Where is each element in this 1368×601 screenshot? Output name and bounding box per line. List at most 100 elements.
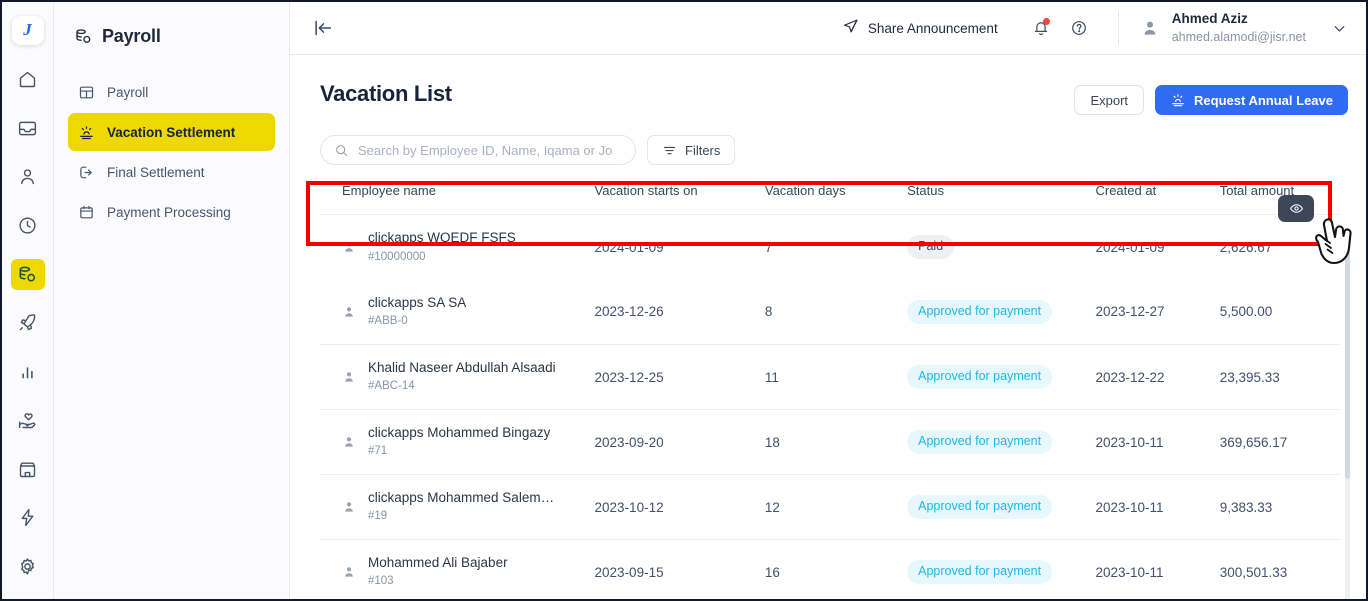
request-annual-leave-button[interactable]: Request Annual Leave xyxy=(1155,85,1348,115)
table-row[interactable]: Mohammed Ali Bajaber #103 2023-09-15 16 … xyxy=(320,539,1340,599)
created-at: 2023-10-11 xyxy=(1095,539,1220,599)
sidebar-item-vacation-settlement[interactable]: Vacation Settlement xyxy=(68,113,275,151)
person-icon[interactable] xyxy=(11,161,45,192)
column-vacation-days[interactable]: Vacation days xyxy=(764,183,908,215)
total-amount: 300,501.33 xyxy=(1219,539,1340,599)
avatar-icon xyxy=(342,240,356,254)
gear-icon[interactable] xyxy=(11,551,45,582)
employee-id: #19 xyxy=(368,510,388,523)
employee-cell: clickapps WQEDF FSFS #10000000 xyxy=(342,229,595,265)
user-email: ahmed.alamodi@jisr.net xyxy=(1171,29,1306,44)
table-header-row: Employee name Vacation starts on Vacatio… xyxy=(320,183,1340,215)
avatar-icon xyxy=(342,500,356,514)
vacation-days: 7 xyxy=(764,239,773,255)
coins-icon xyxy=(74,27,93,46)
collapse-sidebar-icon[interactable] xyxy=(312,17,334,39)
store-icon[interactable] xyxy=(11,454,45,485)
status-badge: Approved for payment xyxy=(907,430,1053,454)
vacation-days: 18 xyxy=(764,409,908,475)
column-employee-name[interactable]: Employee name xyxy=(320,183,595,215)
share-announcement-button[interactable]: Share Announcement xyxy=(842,18,998,38)
table-row[interactable]: clickapps SA SA #ABB-0 2023-12-26 8 Appr… xyxy=(320,279,1340,345)
sidebar-item-payment-processing[interactable]: Payment Processing xyxy=(68,193,275,231)
exit-icon xyxy=(78,164,95,181)
employee-name: clickapps Mohammed Bingazy xyxy=(368,424,551,440)
table-row[interactable]: clickapps WQEDF FSFS #10000000 2024-01-0… xyxy=(320,215,1340,280)
employee-id: #71 xyxy=(368,445,388,458)
hand-heart-icon[interactable] xyxy=(11,405,45,436)
employee-id: #ABB-0 xyxy=(368,315,408,328)
scrollbar-thumb[interactable] xyxy=(1345,241,1350,479)
page-content: Vacation List Export Request Annual Leav… xyxy=(290,55,1366,599)
notification-bell-icon[interactable] xyxy=(1026,13,1056,43)
chevron-down-icon[interactable] xyxy=(1331,20,1348,37)
share-announcement-label: Share Announcement xyxy=(867,20,998,36)
app-logo[interactable]: J xyxy=(11,16,44,45)
column-created-at[interactable]: Created at xyxy=(1095,183,1220,215)
notification-dot xyxy=(1042,18,1050,25)
coins-icon[interactable] xyxy=(10,258,45,290)
total-amount: 5,500.00 xyxy=(1219,279,1340,345)
employee-cell: clickapps Mohammed Bingazy #71 xyxy=(342,424,595,460)
status-badge: Approved for payment xyxy=(907,365,1053,389)
sidebar-item-final-settlement[interactable]: Final Settlement xyxy=(68,153,275,191)
sidebar-item-label: Payroll xyxy=(107,84,149,100)
table-row[interactable]: Khalid Naseer Abdullah Alsaadi #ABC-14 2… xyxy=(320,344,1340,410)
status-badge: Approved for payment xyxy=(907,560,1053,584)
search-box[interactable] xyxy=(320,135,636,165)
help-icon[interactable] xyxy=(1064,13,1094,43)
status-badge: Paid xyxy=(907,235,955,260)
user-name: Ahmed Aziz xyxy=(1171,11,1248,27)
rocket-icon[interactable] xyxy=(11,308,45,339)
calendar-icon xyxy=(78,204,95,221)
employee-name: clickapps WQEDF FSFS xyxy=(368,230,516,246)
topbar-divider xyxy=(1117,11,1119,45)
employee-id: #103 xyxy=(368,575,394,588)
home-icon[interactable] xyxy=(11,64,45,95)
employee-name: clickapps Mohammed Salem… xyxy=(368,489,555,505)
vacation-table: Employee name Vacation starts on Vacatio… xyxy=(320,183,1340,599)
icon-rail: J xyxy=(2,2,54,599)
status-badge: Approved for payment xyxy=(907,299,1053,324)
table-icon xyxy=(78,84,95,101)
request-annual-leave-label: Request Annual Leave xyxy=(1194,92,1333,108)
employee-name: Mohammed Ali Bajaber xyxy=(368,554,508,570)
clock-icon[interactable] xyxy=(11,210,45,241)
user-menu[interactable]: Ahmed Aziz ahmed.alamodi@jisr.net xyxy=(1139,10,1348,45)
sidebar-item-label: Final Settlement xyxy=(107,164,205,180)
send-icon xyxy=(842,18,859,38)
avatar-icon xyxy=(342,565,356,579)
table-scrollbar[interactable] xyxy=(1345,241,1350,599)
avatar-icon xyxy=(342,370,356,384)
vacation-starts-on: 2023-09-20 xyxy=(594,409,765,475)
table-head: Employee name Vacation starts on Vacatio… xyxy=(320,183,1340,215)
bolt-icon[interactable] xyxy=(11,503,45,534)
total-amount: 9,383.33 xyxy=(1219,474,1340,540)
filter-icon xyxy=(662,143,677,158)
table-row[interactable]: clickapps Mohammed Bingazy #71 2023-09-2… xyxy=(320,409,1340,475)
created-at: 2023-10-11 xyxy=(1095,409,1220,475)
status-badge: Approved for payment xyxy=(907,495,1053,519)
view-row-button[interactable] xyxy=(1278,195,1314,222)
table-body: clickapps WQEDF FSFS #10000000 2024-01-0… xyxy=(320,215,1340,599)
column-status[interactable]: Status xyxy=(907,183,1096,215)
table-row[interactable]: clickapps Mohammed Salem… #19 2023-10-12… xyxy=(320,474,1340,540)
filters-button[interactable]: Filters xyxy=(647,135,736,165)
sidebar-item-label: Vacation Settlement xyxy=(107,124,236,140)
total-amount: 2,626.67 xyxy=(1219,239,1273,255)
sidebar-item-payroll[interactable]: Payroll xyxy=(68,73,275,111)
column-vacation-starts[interactable]: Vacation starts on xyxy=(594,183,765,215)
export-button[interactable]: Export xyxy=(1074,85,1145,115)
created-at: 2023-12-22 xyxy=(1095,344,1220,410)
sidebar-item-label: Payment Processing xyxy=(107,204,231,220)
employee-cell: clickapps Mohammed Salem… #19 xyxy=(342,489,595,525)
avatar-icon xyxy=(342,305,356,319)
employee-name: clickapps SA SA xyxy=(368,294,467,310)
avatar xyxy=(1139,17,1161,39)
search-input[interactable] xyxy=(358,142,622,158)
employee-cell: Mohammed Ali Bajaber #103 xyxy=(342,554,595,590)
vacation-days: 16 xyxy=(764,539,908,599)
inbox-icon[interactable] xyxy=(11,113,45,144)
bar-chart-icon[interactable] xyxy=(11,356,45,387)
